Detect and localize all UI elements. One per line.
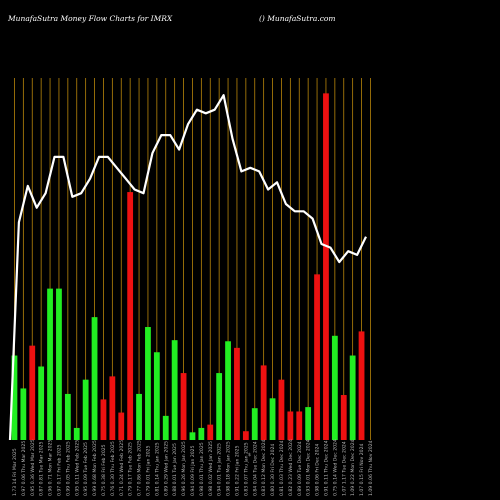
x-tick-label: 0.94 0.01 Tue Jan 2025	[217, 443, 223, 496]
money-flow-bar	[56, 288, 62, 440]
money-flow-bar	[349, 355, 356, 440]
money-flow-bar	[127, 192, 134, 440]
x-tick-label: 0.94 0.09 Fri Jan 2025	[190, 445, 196, 496]
money-flow-bar	[340, 395, 347, 440]
chart-title-right: () MunafaSutra.com	[259, 14, 336, 23]
money-flow-line	[8, 94, 367, 441]
money-flow-bar	[29, 345, 36, 440]
money-flow-bar	[216, 373, 223, 440]
money-flow-bar	[11, 355, 18, 440]
x-tick-label: 0.95 0.11 Wed Feb 2025	[74, 440, 80, 496]
money-flow-bar	[314, 274, 320, 440]
x-tick-label: 0.98 0.01 Thu Jan 2025	[199, 442, 205, 496]
money-flow-bar	[189, 432, 196, 440]
money-flow-bar	[331, 335, 338, 440]
money-flow-bar	[207, 424, 214, 440]
x-axis-label: $	[248, 452, 251, 458]
money-flow-bar	[242, 431, 249, 440]
money-flow-bar	[305, 407, 312, 440]
money-flow-bar	[136, 393, 142, 440]
x-tick-label: 0.91 0.11 Thu Dec 2024	[323, 440, 329, 496]
money-flow-bar	[260, 365, 267, 440]
money-flow-bar	[287, 411, 294, 440]
x-tick-label: 0.89 0.09 Tue Dec 2024	[297, 441, 303, 496]
x-tick-labels: 1.73 14 Fri Mar 2025 0.97 0.06 Thu Mar 20…	[12, 439, 374, 496]
x-tick-label: 1.09 0.22 Mon Dec 2024	[350, 439, 356, 496]
x-tick-label: 0.79 0.01 Fri Jan 2025	[145, 445, 151, 496]
money-flow-bar	[269, 398, 276, 440]
money-flow-bar	[20, 388, 27, 440]
money-flow-bar	[278, 379, 285, 440]
x-tick-label: 0.95 0.09 Tue Feb 2025	[83, 442, 89, 496]
x-tick-label: 0.97 0.06 Thu Mar 2025	[21, 441, 27, 496]
money-flow-bar	[145, 327, 151, 440]
money-flow-bar	[82, 379, 89, 440]
money-flow-bar	[323, 93, 329, 440]
money-flow-bar	[296, 411, 303, 440]
x-tick-label: 0.98 0.02 Wed Jan 2025	[208, 441, 214, 496]
money-flow-bar	[251, 408, 258, 440]
x-tick-label: 0.98 0.06 Fri Dec 2024	[315, 444, 321, 496]
money-flow-bar	[91, 317, 98, 440]
x-tick-label: 0.97 0.17 Fri Feb 2025	[56, 444, 62, 496]
x-tick-label: 0.84 0.04 Tue Dec 2024	[252, 441, 258, 496]
x-tick-label: 0.76 0.30 Thu Feb 2025	[110, 441, 116, 496]
x-tick-label: 0.81 0.03 Thu Dec 2024	[279, 440, 285, 496]
x-tick-label: 0.99 0.05 Thu Feb 2025	[65, 441, 71, 496]
x-tick-label: 0.89 0.29 Wed Jan 2025	[163, 441, 169, 496]
money-flow-bar	[153, 352, 160, 440]
money-flow-bar	[118, 412, 125, 440]
money-flow-bar	[162, 415, 169, 440]
money-flow-bar	[171, 340, 178, 440]
x-tick-label: 0.95 0.36 Wed Mar 2025	[30, 439, 36, 496]
x-tick-label: 0.93 0.01 Mon Dec 2024	[306, 439, 312, 496]
money-flow-bar	[109, 376, 116, 440]
money-flow-bar	[47, 288, 53, 440]
money-flow-bar	[38, 366, 45, 440]
x-tick-label: 0.75 0.38 Fri Feb 2025	[101, 444, 107, 496]
x-tick-label: 0.79 0.17 Tue Feb 2025	[128, 442, 134, 496]
x-tick-label: 0.71 0.24 Wed Feb 2025	[119, 440, 125, 496]
x-tick-label: 0.99 0.68 Mon Feb 2025	[92, 440, 98, 496]
x-tick-label: 0.77 0.86 Mon Feb 2025	[137, 440, 143, 496]
x-tick-label: 0.96 0.26 Mon Jan 2025	[181, 441, 187, 496]
x-tick-label: 0.83 0.07 Thu Jan 2025	[243, 442, 249, 496]
x-tick-label: 1.07 1.17 Tue Dec 2024	[341, 441, 347, 496]
chart-title-left: MunafaSutra Money Flow Charts for IMRX	[7, 14, 173, 23]
money-flow-bar	[64, 393, 71, 440]
money-flow-bar	[100, 399, 107, 440]
x-tick-label: 1.09 0.06 Thu Nov 2024	[368, 440, 374, 496]
x-tick-label: 0.81 0.14 Thu Jan 2025	[154, 442, 160, 496]
money-flow-line-path	[8, 94, 367, 441]
x-tick-label: 0.88 0.01 Tue Jan 2025	[172, 443, 178, 496]
money-flow-bar	[198, 427, 205, 440]
x-tick-label: 0.91 0.22 Fri Jan 2025	[234, 445, 240, 496]
x-tick-label: 0.75 0.14 Wed Dec 2024	[332, 439, 338, 496]
x-tick-label: 0.87 0.81 Tue Mar 2025	[39, 441, 45, 496]
money-flow-bar	[73, 427, 80, 440]
bars	[11, 93, 365, 440]
money-flow-bar	[234, 347, 240, 440]
x-tick-label: 1.73 14 Fri Mar 2025	[12, 448, 18, 496]
x-tick-label: 0.96 0.71 Mon Mar 2025	[48, 440, 54, 496]
x-tick-label: 0.82 0.23 Wed Dec 2024	[288, 439, 294, 496]
x-tick-label: 1.07 0.15 Fri Nov 2024	[359, 443, 365, 496]
x-tick-label: 0.83 0.12 Mon Dec 2024	[261, 439, 267, 496]
money-flow-bar	[225, 341, 231, 440]
money-flow-bar	[180, 373, 187, 440]
x-tick-label: 0.80 0.30 Fri Dec 2024	[270, 444, 276, 496]
money-flow-bar	[358, 331, 365, 440]
x-tick-label: 0.98 0.18 Mon Jan 2025	[226, 441, 232, 496]
